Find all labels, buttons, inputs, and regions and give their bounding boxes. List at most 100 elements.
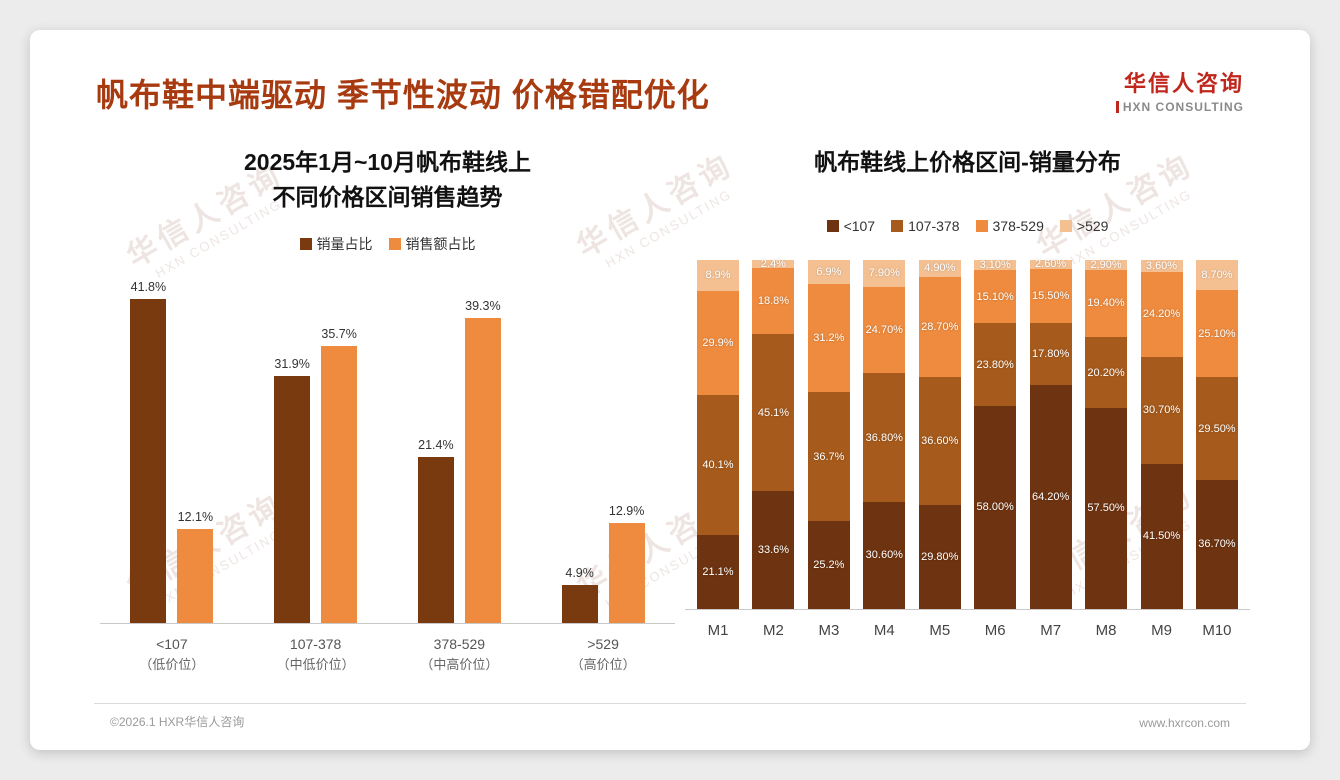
- legend-label: 销售额占比: [405, 236, 476, 252]
- segment-value-label: 15.50%: [1031, 289, 1070, 302]
- legend-swatch: [388, 238, 401, 250]
- footer-copyright: ©2026.1 HXR华信人咨询: [110, 715, 245, 729]
- stack-segment: 17.80%: [1029, 322, 1072, 385]
- footer-divider: [94, 703, 1246, 704]
- bar-group: 31.9% 35.7%: [244, 274, 388, 623]
- brand-logo-en: HXN CONSULTING: [1115, 100, 1244, 114]
- segment-value-label: 57.50%: [1087, 502, 1125, 515]
- segment-value-label: 19.40%: [1087, 297, 1125, 310]
- segment-value-label: 31.2%: [813, 332, 845, 345]
- bar: [274, 375, 311, 623]
- segment-value-label: 2.90%: [1090, 258, 1122, 271]
- segment-value-label: 36.70%: [1198, 538, 1236, 551]
- segment-value-label: 29.50%: [1198, 422, 1236, 435]
- segment-value-label: 23.80%: [976, 358, 1014, 371]
- bars-row: 4.9% 12.9%: [561, 274, 645, 623]
- x-category-label: 378-529 （中高价位）: [388, 634, 532, 675]
- stack-segment: 31.2%: [807, 283, 850, 393]
- bar: [608, 522, 645, 623]
- x-month-label: M3: [818, 621, 840, 639]
- bar-wrap: 12.1%: [177, 274, 214, 623]
- stack-segment: 15.50%: [1029, 268, 1072, 323]
- x-category-main: 107-378: [289, 636, 342, 652]
- right-chart-legend: <107 107-378 378-529 >529: [685, 216, 1250, 236]
- segment-value-label: 30.70%: [1142, 404, 1181, 417]
- segment-value-label: 28.70%: [921, 320, 959, 333]
- stack-segment: 57.50%: [1085, 407, 1128, 609]
- right-plot-area: 8.9% 29.9% 40.1% 21.1% 2.4% 18.8% 45.1% 33.6% 6.…: [685, 258, 1250, 610]
- x-category-main: >529: [587, 636, 619, 652]
- x-month-label: M10: [1202, 621, 1232, 639]
- x-category-label: 107-378 （中低价位）: [244, 634, 388, 675]
- legend-label: >529: [1076, 217, 1109, 234]
- segment-value-label: 7.90%: [868, 267, 900, 280]
- segment-value-label: 25.10%: [1198, 327, 1236, 340]
- x-category-sub: （高价位）: [570, 657, 636, 672]
- segment-value-label: 40.1%: [702, 458, 734, 471]
- bars-row: 31.9% 35.7%: [274, 274, 358, 623]
- right-chart-title-line: 帆布鞋线上价格区间-销量分布: [814, 149, 1121, 175]
- bar: [561, 585, 598, 623]
- stack-segment: 2.90%: [1085, 258, 1128, 271]
- brand-logo-en-text: HXN CONSULTING: [1122, 100, 1244, 114]
- legend-item: 销售额占比: [388, 234, 476, 254]
- segment-value-label: 58.00%: [976, 501, 1014, 514]
- stack-segment: 23.80%: [974, 323, 1017, 407]
- x-category-sub: （低价位）: [139, 657, 205, 672]
- stack-segment: 24.20%: [1140, 272, 1183, 357]
- legend-label: 销量占比: [316, 236, 373, 252]
- segment-value-label: 4.90%: [924, 262, 956, 275]
- legend-swatch: [299, 238, 312, 250]
- stack-segment: 33.6%: [752, 491, 795, 609]
- stacked-bar: 4.90% 28.70% 36.60% 29.80%: [918, 259, 961, 609]
- segment-value-label: 20.20%: [1087, 366, 1125, 379]
- stack-segment: 4.90%: [918, 259, 961, 277]
- bar: [321, 346, 358, 623]
- x-category-label: >529 （高价位）: [531, 634, 675, 675]
- x-category-label: <107 （低价位）: [100, 634, 244, 675]
- stack-segment: 25.2%: [807, 520, 850, 609]
- segment-value-label: 8.70%: [1201, 268, 1233, 281]
- legend-item: >529: [1059, 217, 1109, 234]
- x-category-sub: （中高价位）: [420, 657, 499, 672]
- x-month-label: M7: [1040, 621, 1062, 639]
- stacked-bar: 8.70% 25.10% 29.50% 36.70%: [1195, 259, 1238, 609]
- footer-website: www.hxrcon.com: [1139, 716, 1230, 730]
- bar-wrap: 39.3%: [464, 274, 501, 623]
- bar-wrap: 41.8%: [130, 274, 167, 623]
- stack-segment: 36.80%: [863, 373, 906, 502]
- segment-value-label: 2.60%: [1035, 258, 1067, 271]
- x-month-label: M9: [1151, 621, 1172, 639]
- legend-swatch: [975, 219, 988, 232]
- left-x-axis-labels: <107 （低价位） 107-378 （中低价位） 378-529 （中高价位） >529 （…: [100, 634, 675, 675]
- stack-segment: 64.20%: [1029, 384, 1072, 609]
- legend-swatch: [1059, 219, 1072, 232]
- legend-item: 107-378: [891, 218, 960, 234]
- stacked-bar: 3.60% 24.20% 30.70% 41.50%: [1140, 259, 1183, 609]
- bar-value-label: 39.3%: [465, 299, 501, 314]
- stacked-bar: 7.90% 24.70% 36.80% 30.60%: [863, 259, 906, 609]
- stack-segment: 7.90%: [863, 259, 906, 288]
- segment-value-label: 24.70%: [865, 324, 903, 337]
- legend-label: <107: [843, 217, 876, 234]
- segment-value-label: 3.60%: [1145, 259, 1178, 272]
- stack-segment: 2.4%: [752, 258, 795, 270]
- stack-segment: 8.70%: [1195, 259, 1238, 290]
- bar-value-label: 35.7%: [321, 327, 357, 342]
- stack-segment: 15.10%: [974, 270, 1017, 324]
- left-chart-legend: 销量占比 销售额占比: [100, 234, 675, 254]
- stack-segment: 24.70%: [863, 287, 906, 374]
- logo-divider-icon: [1115, 101, 1119, 113]
- bar-wrap: 31.9%: [274, 274, 311, 623]
- bar-value-label: 12.1%: [177, 510, 214, 525]
- stack-segment: 18.8%: [752, 268, 795, 334]
- stack-segment: 21.1%: [697, 534, 739, 609]
- legend-label: 378-529: [992, 217, 1044, 234]
- stack-segment: 29.80%: [918, 504, 961, 609]
- stack-segment: 40.1%: [697, 394, 739, 535]
- legend-item: <107: [826, 217, 876, 234]
- segment-value-label: 17.80%: [1031, 347, 1070, 360]
- segment-value-label: 36.80%: [865, 431, 903, 444]
- segment-value-label: 29.9%: [702, 336, 734, 349]
- bar: [417, 457, 454, 623]
